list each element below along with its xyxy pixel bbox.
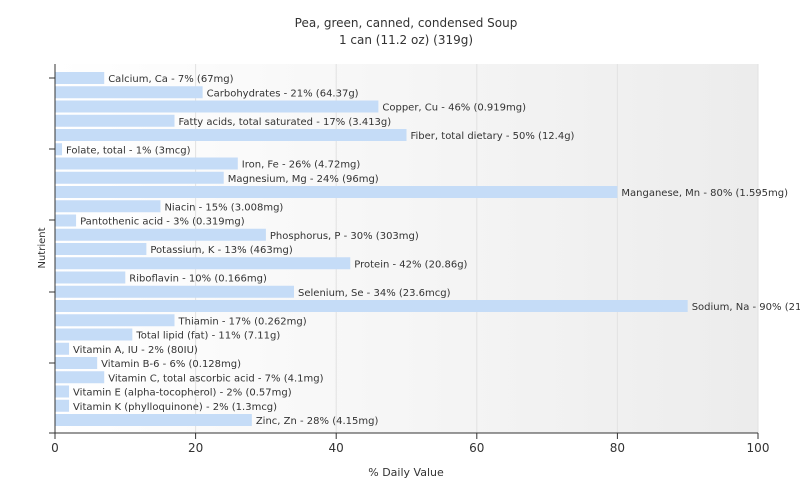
bar-label: Thiamin - 17% (0.262mg) <box>178 316 307 327</box>
y-axis-label: Nutrient <box>37 227 48 268</box>
bar <box>55 314 175 327</box>
bar <box>55 171 224 184</box>
bar-label: Vitamin B-6 - 6% (0.128mg) <box>101 359 241 370</box>
bar-label: Phosphorus, P - 30% (303mg) <box>270 231 419 242</box>
bar <box>55 100 379 113</box>
axes: 0 20 40 60 80 100 <box>49 64 769 455</box>
x-tick-label: 40 <box>329 441 344 455</box>
x-tick-label: 100 <box>747 441 770 455</box>
bar-label: Fiber, total dietary - 50% (12.4g) <box>411 131 575 142</box>
chart-subtitle: 1 can (11.2 oz) (319g) <box>339 33 473 47</box>
bar-label: Fatty acids, total saturated - 17% (3.41… <box>179 117 392 128</box>
bar-label: Folate, total - 1% (3mcg) <box>66 145 191 156</box>
bar <box>55 342 70 355</box>
bar-label: Pantothenic acid - 3% (0.319mg) <box>80 217 245 228</box>
x-tick-label: 0 <box>51 441 59 455</box>
bar <box>55 86 203 99</box>
bar-label: Vitamin A, IU - 2% (80IU) <box>73 345 198 356</box>
x-axis-label: % Daily Value <box>368 466 444 479</box>
bar-label: Iron, Fe - 26% (4.72mg) <box>242 160 361 171</box>
chart-title: Pea, green, canned, condensed Soup <box>295 16 518 30</box>
bar <box>55 157 238 170</box>
bar-label: Potassium, K - 13% (463mg) <box>150 245 292 256</box>
bar-label: Manganese, Mn - 80% (1.595mg) <box>621 188 788 199</box>
grid-lines <box>195 64 759 433</box>
bar-label: Sodium, Na - 90% (2169mg) <box>692 302 800 313</box>
bar-label: Copper, Cu - 46% (0.919mg) <box>382 103 526 114</box>
bar <box>55 357 98 369</box>
bar <box>55 200 161 213</box>
bar-label: Zinc, Zn - 28% (4.15mg) <box>256 416 379 427</box>
bar <box>55 285 295 298</box>
bar <box>55 114 175 127</box>
bar <box>55 143 63 156</box>
bar-label: Magnesium, Mg - 24% (96mg) <box>228 174 379 185</box>
bar-label: Niacin - 15% (3.008mg) <box>164 202 283 213</box>
bar-label: Selenium, Se - 34% (23.6mcg) <box>298 288 451 299</box>
x-tick-label: 60 <box>469 441 484 455</box>
bar <box>55 214 77 227</box>
bar <box>55 228 266 241</box>
bar-label: Vitamin K (phylloquinone) - 2% (1.3mcg) <box>73 402 277 413</box>
bar <box>55 243 147 255</box>
bar <box>55 271 126 284</box>
bar-label: Protein - 42% (20.86g) <box>354 259 467 270</box>
bar-label: Riboflavin - 10% (0.166mg) <box>129 274 267 285</box>
bar <box>55 385 70 398</box>
bar <box>55 300 688 312</box>
bars: Calcium, Ca - 7% (67mg) Carbohydrates - 2… <box>55 72 800 427</box>
bar-label: Carbohydrates - 21% (64.37g) <box>207 88 359 99</box>
bar <box>55 186 618 198</box>
bar <box>55 399 70 412</box>
bar-label: Vitamin E (alpha-tocopherol) - 2% (0.57m… <box>73 388 292 399</box>
bar-label: Calcium, Ca - 7% (67mg) <box>108 74 233 85</box>
bar <box>55 129 407 141</box>
bar <box>55 371 105 384</box>
x-tick-label: 80 <box>610 441 625 455</box>
bar <box>55 257 351 270</box>
bar <box>55 414 252 426</box>
bar-label: Vitamin C, total ascorbic acid - 7% (4.1… <box>108 373 323 384</box>
bar <box>55 72 105 84</box>
bar-label: Total lipid (fat) - 11% (7.11g) <box>135 331 280 342</box>
x-tick-label: 20 <box>188 441 203 455</box>
bar <box>55 328 133 341</box>
